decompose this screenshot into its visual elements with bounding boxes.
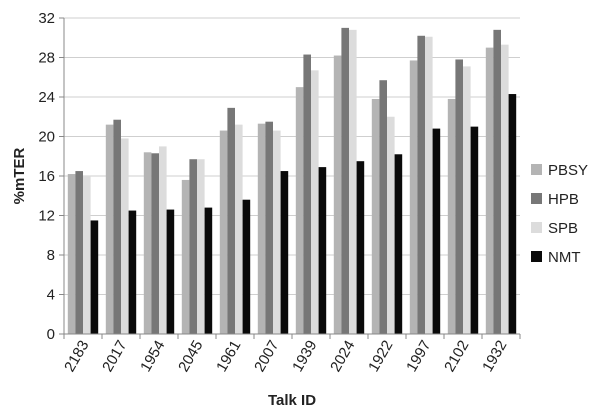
bar-pbsy-2183 [67,174,76,334]
bar-pbsy-1961 [219,130,228,334]
legend-label-pbsy: PBSY [548,162,588,179]
y-axis-ticks: 0 4 8 12 16 20 24 28 32 [38,10,64,343]
legend: PBSY HPB SPB NMT [531,162,588,266]
x-tick-label: 1932 [479,338,510,375]
bar-spb-1961 [235,124,243,335]
y-axis-title: %mTER [11,148,28,205]
bar-pbsy-1939 [295,87,304,335]
bar-nmt-1997 [432,128,441,334]
x-tick-label: 2102 [441,338,472,375]
bar-pbsy-2017 [105,124,114,335]
bar-nmt-1954 [166,209,175,334]
bar-hpb-1961 [227,107,235,334]
y-tick-label: 16 [38,168,55,185]
x-tick-label: 1954 [137,338,168,375]
legend-swatch-nmt [531,251,542,262]
x-axis-ticks: 2183 2017 1954 2045 1961 2007 1939 2024 1922 1997… [61,334,521,375]
bar-nmt-2102 [470,126,479,335]
x-tick-label: 2045 [175,338,206,375]
x-tick-label: 2017 [99,338,130,375]
bar-nmt-2017 [128,210,137,334]
bar-hpb-1932 [493,29,501,334]
bar-spb-2102 [463,66,471,334]
bar-spb-1997 [425,36,433,334]
bar-pbsy-2024 [333,55,342,334]
bar-hpb-2024 [341,27,349,335]
legend-swatch-pbsy [531,164,542,175]
bar-spb-2045 [197,159,205,334]
y-tick-label: 24 [38,89,55,106]
bar-spb-2183 [83,176,91,334]
bar-hpb-1922 [379,80,387,335]
bar-pbsy-2045 [181,179,190,334]
bar-nmt-2183 [90,220,99,334]
x-axis-title: Talk ID [268,392,316,409]
bar-hpb-2017 [113,119,121,335]
bar-spb-1932 [501,44,509,334]
bar-nmt-2007 [280,171,289,334]
bar-pbsy-2102 [447,98,456,334]
y-tick-label: 28 [38,50,55,67]
bars [67,27,517,335]
bar-pbsy-1922 [371,98,380,334]
y-tick-label: 0 [47,326,55,343]
bar-nmt-1932 [508,94,517,334]
bar-spb-2017 [121,138,129,334]
legend-label-nmt: NMT [548,249,581,266]
bar-nmt-2045 [204,207,213,334]
gridlines [64,17,520,295]
bar-pbsy-1954 [143,152,152,334]
bar-pbsy-2007 [257,123,266,334]
bar-spb-2024 [349,29,357,334]
bar-nmt-2024 [356,161,365,334]
y-tick-label: 4 [47,287,55,304]
bar-hpb-1997 [417,35,425,334]
bar-nmt-1922 [394,154,403,334]
bar-spb-2007 [273,130,281,334]
bar-spb-1922 [387,116,395,334]
bar-nmt-1939 [318,167,327,334]
x-tick-label: 1997 [403,338,434,375]
bar-spb-1939 [311,70,319,334]
x-tick-label: 1922 [365,338,396,375]
bar-pbsy-1932 [485,47,494,335]
x-tick-label: 2183 [61,338,92,375]
bar-hpb-2045 [189,159,197,334]
bar-spb-1954 [159,146,167,335]
y-tick-label: 12 [38,208,55,225]
legend-swatch-spb [531,222,542,233]
x-tick-label: 2024 [327,338,358,375]
bar-hpb-2102 [455,59,463,334]
bar-hpb-2183 [75,171,83,334]
x-tick-label: 2007 [251,338,282,375]
bar-hpb-2007 [265,121,273,334]
bar-hpb-1939 [303,54,311,334]
y-tick-label: 8 [47,247,55,264]
legend-label-spb: SPB [548,220,578,237]
x-tick-label: 1939 [289,338,320,375]
bar-pbsy-1997 [409,60,418,335]
y-tick-label: 32 [38,10,55,27]
legend-swatch-hpb [531,193,542,204]
bar-hpb-1954 [151,153,159,334]
y-tick-label: 20 [38,129,55,146]
bar-nmt-1961 [242,199,251,334]
x-tick-label: 1961 [213,338,244,375]
legend-label-hpb: HPB [548,191,579,208]
